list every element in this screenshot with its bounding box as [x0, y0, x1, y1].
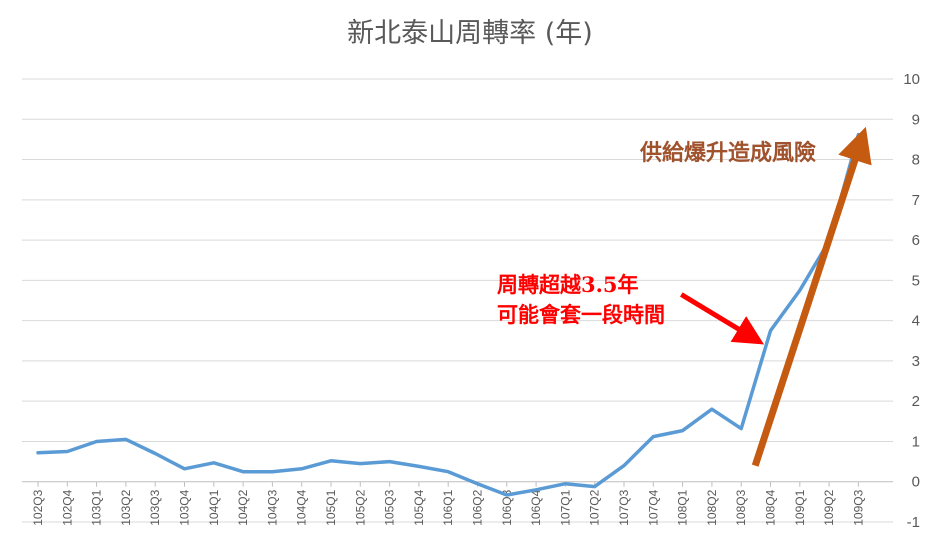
y-tick-label: 3 — [912, 353, 920, 370]
y-tick-label: 5 — [912, 272, 920, 289]
x-axis-ticks: 102Q3 102Q4 103Q1 103Q2 103Q3 103Q4 104Q1 104Q2… — [31, 481, 865, 526]
series-layer — [36, 132, 861, 497]
series-line-0 — [36, 132, 861, 497]
x-tick-label: 104Q2 — [236, 489, 250, 525]
y-tick-label: 2 — [912, 393, 920, 410]
x-tick-label: 107Q2 — [588, 489, 602, 525]
x-tick-label: 104Q3 — [265, 489, 279, 525]
x-tick-label: 108Q3 — [734, 489, 748, 525]
brown-annotation-text: 供給爆升造成風險 — [639, 140, 816, 166]
y-axis-ticks: -1 0 1 2 3 4 5 6 7 8 9 10 — [903, 71, 920, 531]
y-tick-label: 10 — [903, 71, 920, 88]
x-tick-label: 106Q2 — [471, 489, 485, 525]
x-tick-label: 106Q1 — [441, 489, 455, 525]
y-tick-label: 7 — [912, 192, 920, 209]
x-tick-label: 103Q1 — [90, 489, 104, 525]
x-tick-label: 105Q1 — [324, 489, 338, 525]
gridlines — [22, 78, 893, 523]
x-tick-label: 107Q1 — [558, 489, 572, 525]
x-tick-label: 105Q4 — [412, 489, 426, 525]
x-tick-label: 109Q3 — [851, 489, 865, 525]
x-tick-label: 105Q3 — [383, 489, 397, 525]
x-tick-label: 104Q1 — [207, 489, 221, 525]
x-tick-label: 109Q1 — [793, 489, 807, 525]
y-tick-label: 0 — [912, 474, 920, 491]
x-tick-label: 103Q2 — [119, 489, 133, 525]
brown-annotation-arrow — [751, 126, 872, 467]
y-tick-label: 4 — [912, 313, 920, 330]
y-tick-label: 9 — [912, 111, 920, 128]
x-tick-label: 102Q3 — [31, 489, 45, 525]
x-tick-label: 106Q3 — [500, 489, 514, 525]
x-tick-label: 102Q4 — [60, 489, 74, 525]
x-tick-label: 108Q4 — [764, 489, 778, 525]
x-tick-label: 108Q2 — [705, 489, 719, 525]
chart-title: 新北泰山周轉率 (年) — [347, 18, 593, 49]
y-tick-label: 8 — [912, 152, 920, 169]
x-tick-label: 109Q2 — [822, 489, 836, 525]
red-annotation-text: 周轉超越3.5年 — [497, 272, 639, 297]
x-tick-label: 107Q3 — [617, 489, 631, 525]
y-tick-label: 6 — [912, 232, 920, 249]
x-tick-label: 104Q4 — [295, 489, 309, 525]
x-tick-label: 107Q4 — [646, 489, 660, 525]
x-tick-label: 106Q4 — [529, 489, 543, 525]
x-tick-label: 103Q3 — [148, 489, 162, 525]
y-tick-label: -1 — [907, 514, 920, 531]
red-annotation-text: 可能會套一段時間 — [497, 302, 665, 327]
x-tick-label: 105Q2 — [353, 489, 367, 525]
x-tick-label: 108Q1 — [676, 489, 690, 525]
y-tick-label: 1 — [912, 433, 920, 450]
red-annotation-arrow — [680, 292, 765, 345]
x-tick-label: 103Q4 — [178, 489, 192, 525]
